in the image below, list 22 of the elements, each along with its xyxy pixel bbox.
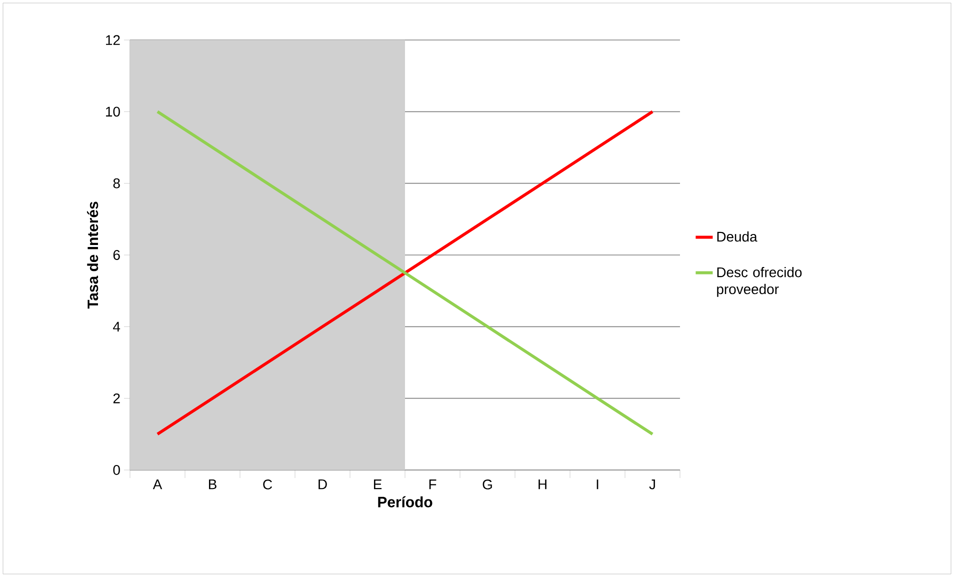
x-tick-label: F [429, 480, 436, 490]
legend-label: Deuda [717, 231, 758, 242]
x-tick-label: G [482, 480, 492, 490]
x-tick-label: E [374, 480, 382, 490]
x-tick-label: B [208, 480, 216, 490]
x-tick-label: C [263, 480, 272, 490]
legend-label: Desc ofrecido proveedor [717, 266, 802, 297]
x-axis-title: Período [378, 496, 432, 508]
x-tick-label: D [318, 480, 327, 490]
x-tick-label: I [596, 480, 598, 490]
x-tick-label: H [538, 480, 546, 490]
y-tick-label: 12 [106, 35, 120, 45]
y-tick-label: 4 [113, 322, 120, 332]
y-tick-label: 8 [113, 178, 120, 188]
y-axis-title: Tasa de Interés [87, 202, 98, 309]
x-tick-label: A [152, 480, 162, 490]
y-tick-label: 10 [106, 106, 120, 117]
x-tick-label: J [649, 480, 655, 490]
y-tick-label: 6 [113, 250, 120, 260]
y-tick-label: 0 [113, 465, 120, 475]
line-series [156, 110, 654, 436]
y-tick-label: 2 [113, 393, 120, 404]
